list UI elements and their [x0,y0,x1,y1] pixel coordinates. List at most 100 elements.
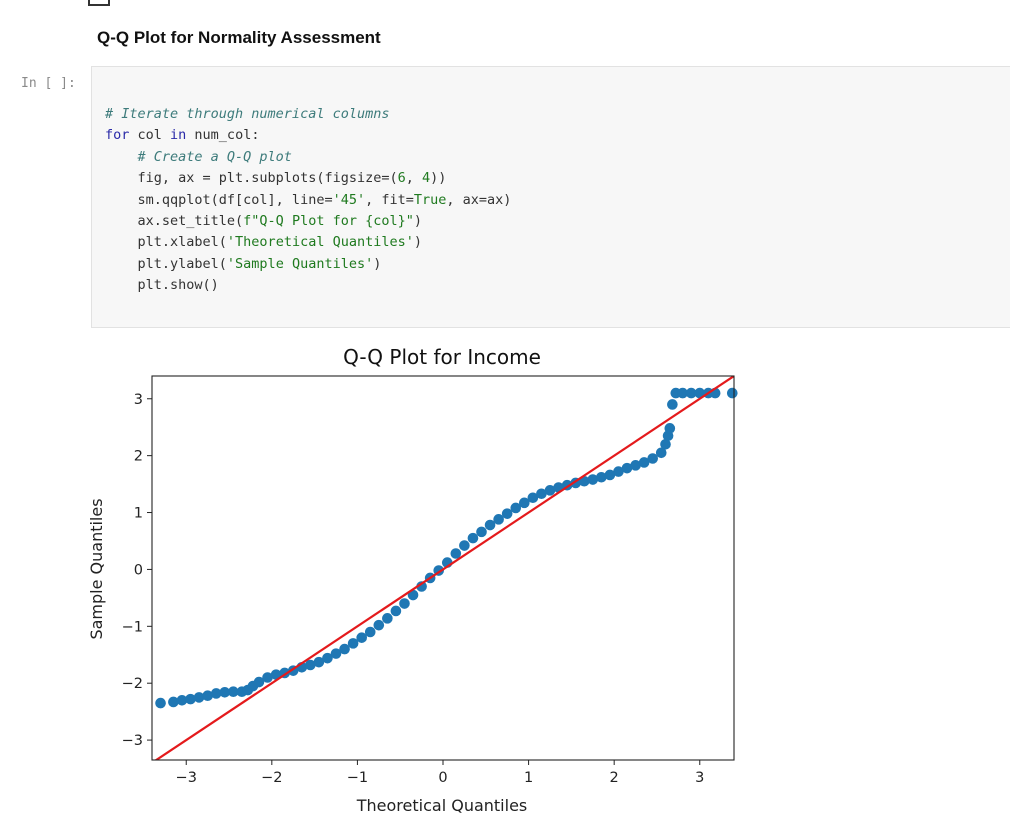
data-point [347,638,359,649]
data-point [262,672,273,683]
code-text: plt.xlabel( [105,234,227,251]
data-point [677,387,688,399]
code-string: 'Theoretical Quantiles' [226,234,414,251]
code-text: sm.qqplot(df[col], line= [105,191,333,208]
chart-title: Q-Q Plot for Income [343,345,541,369]
code-text: plt.ylabel( [105,255,227,272]
data-point [467,532,479,544]
data-point [228,686,239,698]
code-text: , [405,170,423,187]
input-prompt: In [ ]: [21,76,76,91]
code-text: , ax=ax) [446,191,512,208]
data-point [253,676,265,688]
code-text: ) [413,213,422,230]
data-point [219,687,231,698]
data-point [501,508,513,519]
data-point [493,514,504,525]
code-comment: # Iterate through numerical columns [105,106,390,122]
data-point [527,492,539,504]
code-cell[interactable] [91,66,1010,328]
code-comment: # Create a Q-Q plot [105,148,292,165]
code-text: ax.set_title( [105,213,244,230]
code-string: f"Q-Q Plot for {col}" [243,213,414,230]
y-tick-label: 3 [134,392,143,408]
data-point [185,693,196,705]
code-text: )) [430,170,447,187]
data-point [484,519,496,531]
y-tick-label: −1 [122,619,143,635]
data-point [450,548,462,559]
code-number: 6 [397,170,406,187]
code-keyword: for [105,127,130,144]
data-point [210,688,222,699]
y-tick-label: 1 [134,506,143,522]
data-point [168,696,179,708]
code-string: 'Sample Quantiles' [226,255,374,272]
y-tick-label: −3 [122,733,143,749]
code-text: ) [413,234,422,251]
data-point [536,488,547,500]
data-point [726,387,738,399]
data-point [510,502,522,514]
data-point [604,469,616,481]
y-tick-label: 0 [134,562,143,578]
code-text: fig, ax = plt.subplots(figsize=( [105,170,398,187]
data-point [305,659,316,671]
data-point [382,613,393,624]
data-point [416,581,427,592]
plot-area [151,375,738,761]
data-point [638,457,650,468]
x-tick-label: 0 [438,770,447,786]
code-text: num_col: [186,127,260,144]
x-tick-label: −2 [261,770,282,786]
data-point [596,471,607,483]
data-point [202,690,213,702]
axis-ticks: −3 −2 −1 0 1 2 3 3 2 1 0 −1 −2 −3 [122,392,705,786]
data-point [356,632,367,643]
y-tick-label: 2 [134,449,143,465]
data-point [390,605,402,617]
data-point [630,460,641,471]
code-editor[interactable]: # Iterate through numerical columns for … [105,104,511,297]
y-tick-label: −2 [122,676,143,692]
x-axis-label: Theoretical Quantiles [356,796,528,815]
code-number: 4 [422,170,431,187]
data-point [621,462,633,474]
code-builtin: True [413,191,447,208]
code-text: plt.show() [105,277,219,294]
x-tick-label: 1 [524,770,533,786]
code-keyword: in [170,127,187,144]
code-text: ) [373,255,382,272]
data-point [544,485,556,496]
data-point [155,697,166,709]
data-point [193,692,205,703]
data-point [613,466,624,477]
code-text: col [129,127,171,144]
data-point [660,438,671,450]
x-tick-label: −1 [347,770,368,786]
data-point [373,619,385,631]
reference-line [154,376,734,760]
qq-plot-chart: Q-Q Plot for Income −3 −2 −1 0 1 2 33210−1−2−3… [87,345,738,815]
data-point [685,387,697,399]
data-point [667,399,678,410]
markdown-heading: Q-Q Plot for Normality Assessment [97,28,381,47]
data-point [322,652,333,664]
data-point [313,656,325,668]
data-point [476,526,487,538]
x-tick-label: −3 [176,770,197,786]
data-point [664,423,676,434]
data-point [459,540,470,551]
previous-output-stub [88,0,110,6]
x-tick-label: 2 [610,770,619,786]
data-point [647,453,658,464]
data-point [399,598,410,609]
x-tick-label: 3 [695,770,704,786]
data-point [364,626,376,638]
data-point [587,474,599,485]
code-text: , fit= [365,191,414,208]
data-point [519,497,530,509]
data-point [339,643,350,655]
code-string: '45' [332,191,366,208]
data-point [176,694,188,706]
